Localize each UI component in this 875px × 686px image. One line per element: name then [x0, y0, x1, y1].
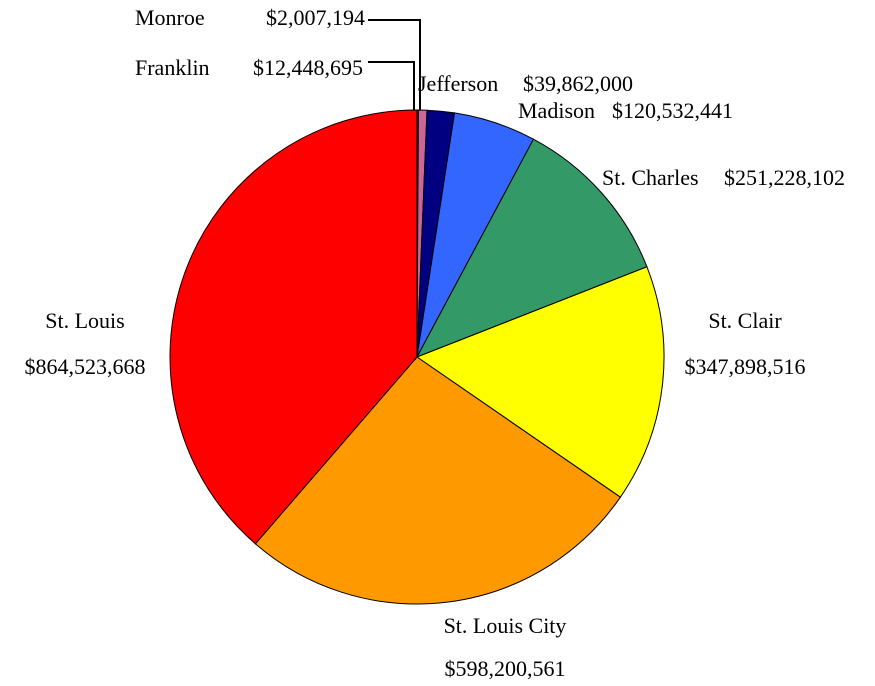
leader-line [368, 61, 415, 110]
pie-slice [415, 138, 648, 358]
value-label: $251,228,102 [724, 165, 845, 190]
slice-label: Jefferson [418, 71, 498, 96]
slice-label: Monroe [135, 5, 205, 30]
pie-slice [415, 266, 665, 498]
value-label: $598,200,561 [445, 656, 566, 681]
value-label: $864,523,668 [25, 354, 146, 379]
slice-label: St. Clair [708, 308, 782, 333]
value-label: $347,898,516 [685, 354, 806, 379]
leader-line [368, 19, 421, 110]
slice-label: Madison [518, 98, 595, 123]
slice-label: St. Louis [45, 308, 124, 333]
value-label: $120,532,441 [612, 98, 733, 123]
pie-slice [169, 109, 418, 545]
value-label: $2,007,194 [266, 5, 365, 30]
slice-label: Franklin [135, 55, 210, 80]
slice-label: St. Charles [602, 165, 699, 190]
value-label: $39,862,000 [523, 71, 633, 96]
value-label: $12,448,695 [253, 55, 363, 80]
pie-slice [254, 356, 622, 605]
slice-label: St. Louis City [444, 613, 567, 638]
